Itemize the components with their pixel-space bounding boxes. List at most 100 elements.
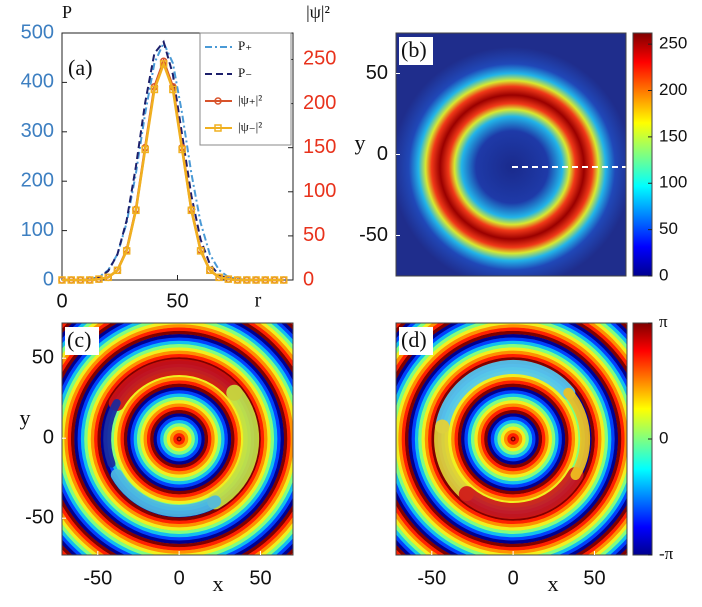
- colorbar-tick-label: 250: [659, 34, 687, 53]
- phase-stripe: [454, 380, 572, 498]
- point: [141, 145, 149, 154]
- phase-stripe: [116, 376, 242, 502]
- phase-stripe: [510, 436, 516, 442]
- phase-stripe: [146, 406, 212, 472]
- vortex-arc: [108, 359, 243, 411]
- phase-stripe: [176, 436, 182, 442]
- colorbar-tick-label: 0: [659, 265, 668, 284]
- phase-stripe: [77, 337, 281, 541]
- phase-stripe: [483, 409, 543, 469]
- x-axis-label: x: [548, 571, 559, 596]
- vortex-arc: [435, 360, 576, 434]
- phase-stripe: [120, 380, 238, 498]
- colorbar-tick-label: 150: [659, 126, 687, 145]
- y-tick-label: 100: [21, 219, 54, 241]
- phase-stripe: [67, 327, 291, 551]
- plot-frame: [395, 322, 628, 556]
- point: [67, 276, 75, 284]
- point: [76, 276, 85, 284]
- phase-stripe: [427, 353, 599, 525]
- phase-stripe: [450, 376, 576, 502]
- phase-stripe: [163, 423, 196, 455]
- legend-marker: [214, 124, 222, 132]
- vortex-arc: [207, 384, 260, 510]
- phase-stripe: [401, 327, 625, 551]
- vortex-arc: [458, 467, 584, 519]
- ring-image: [396, 33, 626, 276]
- y-tick-label: 50: [366, 62, 388, 84]
- phase-stripe: [90, 350, 268, 528]
- phase-stripe: [93, 353, 265, 525]
- phase-stripe: [130, 390, 229, 488]
- colorbar: [632, 32, 653, 277]
- panel-label-bg: [399, 327, 433, 355]
- vortex-arc: [103, 399, 121, 468]
- point: [150, 85, 159, 94]
- point: [122, 247, 131, 255]
- point: [113, 266, 122, 275]
- phase-stripe: [140, 399, 219, 479]
- phase-stripe: [421, 347, 605, 531]
- legend-label: P₊: [238, 38, 252, 53]
- point: [215, 273, 223, 282]
- phase-stripe: [431, 357, 596, 521]
- point: [187, 206, 196, 215]
- legend-label: |ψ₋|²: [238, 119, 262, 134]
- y-tick-label: 0: [43, 268, 54, 290]
- point: [280, 276, 288, 284]
- y2-tick-label: 150: [303, 136, 336, 158]
- y-axis-label: y: [20, 405, 31, 430]
- image: [396, 323, 627, 555]
- colorbar-tick-label: 200: [659, 80, 687, 99]
- y2-tick-label: 200: [303, 92, 336, 114]
- phase-stripe: [126, 386, 232, 492]
- y-tick-label: 500: [21, 21, 54, 43]
- plot-frame: [61, 322, 294, 556]
- y-axis-label: y: [355, 130, 366, 155]
- phase-stripe: [411, 337, 615, 541]
- phase-stripe: [143, 403, 215, 475]
- phase-stripe: [460, 386, 566, 492]
- phase-stripe: [404, 330, 622, 548]
- phase-stripe: [500, 426, 526, 452]
- phase-stripe: [153, 413, 205, 465]
- phase-stripe: [70, 330, 288, 548]
- x-tick-label: 0: [56, 290, 67, 312]
- phase-stripe: [470, 396, 556, 482]
- phase-stripe: [83, 343, 275, 535]
- phase-stripe: [457, 383, 569, 495]
- phase-stripe: [133, 393, 225, 485]
- x-tick-label: 0: [174, 567, 185, 589]
- point: [85, 276, 94, 284]
- phase-stripe: [80, 340, 278, 538]
- y2-tick-label: 250: [303, 48, 336, 70]
- phase-stripe: [447, 373, 579, 505]
- phase-stripe: [493, 419, 533, 459]
- x-tick-label: -50: [83, 567, 112, 589]
- phase-stripe: [62, 323, 293, 555]
- y-tick-label: 0: [43, 426, 54, 448]
- y-tick-label: 0: [377, 143, 388, 165]
- phase-stripe: [464, 390, 563, 488]
- phase-stripe: [87, 347, 271, 531]
- series-line: [62, 39, 284, 281]
- phase-stripe: [414, 340, 612, 538]
- phase-stripe: [507, 432, 520, 446]
- phase-stripe: [474, 399, 553, 479]
- phase-stripe: [159, 419, 199, 459]
- colorbar-tick-label: π: [659, 312, 668, 331]
- point: [132, 206, 140, 215]
- point: [243, 276, 251, 284]
- y-tick-label: 400: [21, 71, 54, 93]
- point: [206, 266, 214, 275]
- phase-stripe: [424, 350, 602, 528]
- phase-stripe: [74, 333, 285, 545]
- point: [104, 273, 112, 282]
- point: [95, 275, 103, 283]
- panel-label-bg: [65, 327, 99, 355]
- panel-label-bg: [399, 37, 433, 65]
- y2-axis-label: |ψ|²: [306, 2, 330, 22]
- phase-stripe: [156, 416, 202, 462]
- vortex-arc: [563, 387, 591, 480]
